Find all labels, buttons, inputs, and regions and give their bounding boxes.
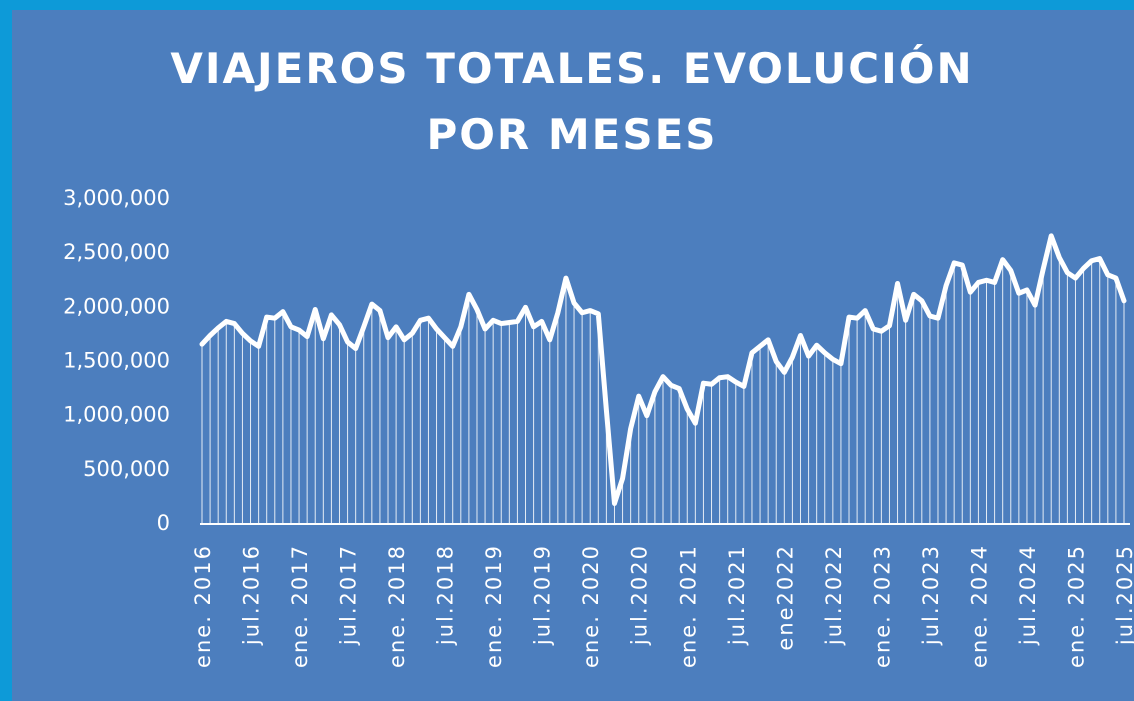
x-tick-label: jul.2025 xyxy=(1113,544,1134,646)
x-tick-label: ene. 2020 xyxy=(579,544,603,668)
x-tick-label: jul.2016 xyxy=(240,544,264,646)
x-tick-label: ene. 2025 xyxy=(1064,544,1088,668)
chart-title: VIAJEROS TOTALES. EVOLUCIÓN POR MESES xyxy=(170,44,974,159)
series-line xyxy=(199,233,1127,506)
y-tick-label: 500,000 xyxy=(83,457,170,481)
x-tick-label: ene. 2024 xyxy=(967,544,991,668)
x-tick-label: jul.2023 xyxy=(919,544,943,646)
y-tick-label: 2,500,000 xyxy=(63,240,170,264)
x-tick-label: jul.2018 xyxy=(434,544,458,646)
x-tick-label: jul.2024 xyxy=(1016,544,1040,646)
y-tick-label: 3,000,000 xyxy=(63,186,170,210)
x-tick-label: ene2022 xyxy=(773,544,797,651)
x-tick-label: ene. 2018 xyxy=(385,544,409,668)
x-tick-label: ene. 2023 xyxy=(870,544,894,668)
x-tick-label: ene. 2019 xyxy=(482,544,506,668)
x-tick-label: jul.2021 xyxy=(725,544,749,646)
y-tick-label: 0 xyxy=(157,511,170,535)
x-tick-label: jul.2017 xyxy=(337,544,361,646)
x-tick-label: jul.2022 xyxy=(822,544,846,646)
y-tick-label: 1,500,000 xyxy=(63,349,170,373)
y-tick-label: 1,000,000 xyxy=(63,403,170,427)
x-tick-label: jul.2019 xyxy=(531,544,555,646)
x-tick-label: jul.2020 xyxy=(628,544,652,646)
x-tick-label: ene. 2021 xyxy=(676,544,700,668)
chart-panel xyxy=(12,10,1134,701)
y-tick-label: 2,000,000 xyxy=(63,294,170,318)
x-tick-label: ene. 2017 xyxy=(288,544,312,668)
x-tick-label: ene. 2016 xyxy=(191,544,215,668)
